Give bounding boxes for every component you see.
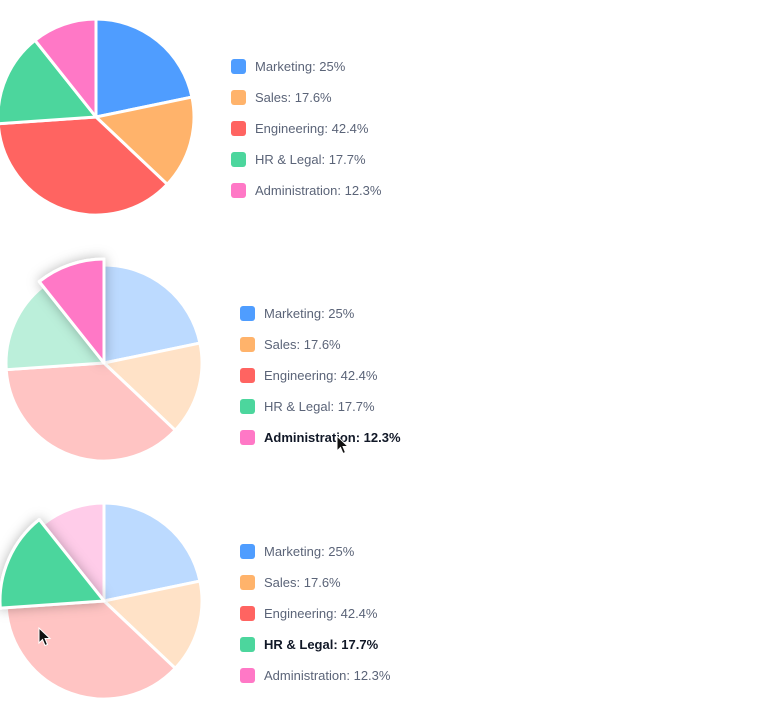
legend-swatch: [231, 59, 246, 74]
legend-swatch: [240, 637, 255, 652]
pie-chart: [4, 257, 204, 463]
legend-item-administration[interactable]: Administration: 12.3%: [240, 422, 401, 453]
legend-label: Engineering: 42.4%: [264, 606, 378, 621]
legend-label: Administration: 12.3%: [264, 430, 401, 445]
pie-slice-sales[interactable]: [94, 95, 196, 186]
legend-swatch: [240, 399, 255, 414]
legend-item-hr-and-legal[interactable]: HR & Legal: 17.7%: [240, 391, 401, 422]
legend-label: Engineering: 42.4%: [264, 368, 378, 383]
legend-swatch: [240, 668, 255, 683]
legend-item-engineering[interactable]: Engineering: 42.4%: [240, 360, 401, 391]
legend-item-marketing[interactable]: Marketing: 25%: [240, 298, 401, 329]
legend-swatch: [231, 90, 246, 105]
legend-label: Sales: 17.6%: [264, 337, 341, 352]
legend-item-hr-and-legal[interactable]: HR & Legal: 17.7%: [231, 144, 381, 175]
pie-slice-hr-and-legal[interactable]: [4, 284, 106, 372]
pie-slice-marketing[interactable]: [94, 17, 194, 119]
legend-item-marketing[interactable]: Marketing: 25%: [231, 51, 381, 82]
legend-swatch: [231, 121, 246, 136]
legend-swatch: [231, 183, 246, 198]
legend-label: Sales: 17.6%: [255, 90, 332, 105]
pie-chart: [0, 501, 204, 701]
pie-slice-marketing[interactable]: [102, 263, 202, 365]
pie-slice-administration[interactable]: [33, 17, 98, 119]
legend-item-administration[interactable]: Administration: 12.3%: [240, 660, 390, 691]
legend-label: Engineering: 42.4%: [255, 121, 369, 136]
legend-label: Administration: 12.3%: [264, 668, 391, 683]
legend-swatch: [240, 368, 255, 383]
pie-chart-panel-hover-administration: Marketing: 25% Sales: 17.6% Engineering: 4…: [0, 247, 768, 477]
legend-item-marketing[interactable]: Marketing: 25%: [240, 536, 390, 567]
legend-label: HR & Legal: 17.7%: [255, 152, 366, 167]
mouse-pointer-icon: [336, 434, 350, 455]
legend-label: Administration: 12.3%: [255, 183, 382, 198]
pie-slice-administration[interactable]: [37, 257, 106, 365]
legend-label: Marketing: 25%: [264, 544, 355, 559]
legend-item-engineering[interactable]: Engineering: 42.4%: [240, 598, 390, 629]
legend-item-engineering[interactable]: Engineering: 42.4%: [231, 113, 381, 144]
legend-item-sales[interactable]: Sales: 17.6%: [231, 82, 381, 113]
legend-swatch: [231, 152, 246, 167]
chart-legend: Marketing: 25% Sales: 17.6% Engineering: 4…: [240, 536, 390, 691]
legend-label: HR & Legal: 17.7%: [264, 399, 375, 414]
legend-swatch: [240, 544, 255, 559]
chart-legend: Marketing: 25% Sales: 17.6% Engineering: 4…: [231, 51, 381, 206]
pie-slice-engineering[interactable]: [4, 599, 177, 701]
pie-chart-panel-hover-hr-legal: Marketing: 25% Sales: 17.6% Engineering: 4…: [0, 485, 768, 715]
legend-swatch: [240, 575, 255, 590]
mouse-pointer-icon: [38, 626, 52, 647]
pie-slice-hr-and-legal[interactable]: [0, 38, 98, 126]
legend-swatch: [240, 337, 255, 352]
legend-label: Marketing: 25%: [264, 306, 355, 321]
legend-label: HR & Legal: 17.7%: [264, 637, 379, 652]
pie-chart-panel-default: Marketing: 25% Sales: 17.6% Engineering: 4…: [0, 0, 768, 230]
legend-label: Sales: 17.6%: [264, 575, 341, 590]
pie-slice-hr-and-legal[interactable]: [0, 518, 106, 610]
pie-slice-sales[interactable]: [102, 579, 204, 670]
legend-item-hr-and-legal[interactable]: HR & Legal: 17.7%: [240, 629, 390, 660]
legend-swatch: [240, 430, 255, 445]
pie-slice-engineering[interactable]: [0, 115, 169, 217]
legend-label: Marketing: 25%: [255, 59, 346, 74]
pie-slice-sales[interactable]: [102, 341, 204, 432]
pie-slice-marketing[interactable]: [102, 501, 202, 603]
pie-slice-engineering[interactable]: [4, 361, 177, 463]
legend-item-sales[interactable]: Sales: 17.6%: [240, 329, 401, 360]
legend-swatch: [240, 606, 255, 621]
legend-swatch: [240, 306, 255, 321]
legend-item-sales[interactable]: Sales: 17.6%: [240, 567, 390, 598]
legend-item-administration[interactable]: Administration: 12.3%: [231, 175, 381, 206]
pie-chart: [0, 17, 196, 217]
chart-legend: Marketing: 25% Sales: 17.6% Engineering: 4…: [240, 298, 401, 453]
